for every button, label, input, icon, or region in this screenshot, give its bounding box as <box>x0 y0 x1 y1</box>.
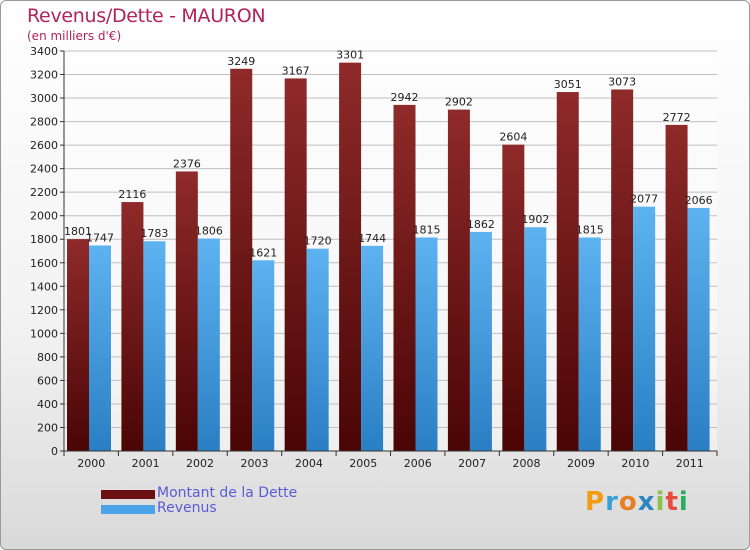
bar-revenus <box>524 227 547 451</box>
data-label: 2902 <box>445 96 473 109</box>
data-label: 1747 <box>86 231 114 244</box>
y-tick-label: 1200 <box>30 304 58 317</box>
chart-subtitle: (en milliers d'€) <box>27 29 122 43</box>
y-tick-label: 200 <box>37 421 58 434</box>
bar-revenus <box>578 237 601 451</box>
x-tick-label: 2000 <box>77 457 105 470</box>
data-label: 3249 <box>227 55 255 68</box>
x-tick-label: 2001 <box>132 457 160 470</box>
logo-letter: i <box>678 487 689 517</box>
logo-letter: t <box>665 487 679 517</box>
y-tick-label: 2800 <box>30 116 58 129</box>
data-label: 1801 <box>64 225 92 238</box>
chart-title: Revenus/Dette - MAURON <box>27 5 266 27</box>
bar-dette <box>556 92 579 451</box>
y-tick-label: 2200 <box>30 186 58 199</box>
bar-revenus <box>361 245 384 451</box>
y-tick-label: 1600 <box>30 257 58 270</box>
bar-revenus <box>415 237 438 451</box>
data-label: 2116 <box>118 188 146 201</box>
bar-revenus <box>252 260 275 451</box>
bar-dette <box>230 68 253 451</box>
bar-revenus <box>633 206 656 451</box>
bar-revenus <box>143 241 166 451</box>
bar-dette <box>284 78 307 451</box>
logo-letter: r <box>605 487 619 517</box>
data-label: 1902 <box>521 213 549 226</box>
data-label: 2604 <box>499 131 527 144</box>
y-tick-label: 2600 <box>30 139 58 152</box>
bar-revenus <box>89 245 111 451</box>
bar-dette <box>175 171 198 451</box>
y-tick-label: 600 <box>37 374 58 387</box>
y-tick-label: 3000 <box>30 92 58 105</box>
bar-dette <box>611 89 634 452</box>
data-label: 2772 <box>663 111 691 124</box>
y-tick-label: 3200 <box>30 69 58 82</box>
proxiti-logo: Proxiti <box>585 487 689 517</box>
bar-dette <box>447 109 470 452</box>
x-tick-label: 2003 <box>240 457 268 470</box>
data-label: 2376 <box>173 157 201 170</box>
legend-swatch-revenus <box>101 505 155 514</box>
data-label: 2077 <box>630 193 658 206</box>
legend-label-revenus: Revenus <box>157 500 217 516</box>
bar-revenus <box>687 207 710 451</box>
data-label: 3051 <box>554 78 582 91</box>
data-label: 3073 <box>608 75 636 88</box>
data-label: 1862 <box>467 218 495 231</box>
logo-letter: o <box>618 487 638 517</box>
data-label: 3301 <box>336 49 364 62</box>
data-label: 1783 <box>140 227 168 240</box>
data-label: 1621 <box>249 246 277 259</box>
y-tick-label: 1000 <box>30 327 58 340</box>
x-tick-label: 2010 <box>621 457 649 470</box>
y-tick-label: 0 <box>51 445 58 458</box>
bar-revenus <box>306 248 329 451</box>
bar-dette <box>502 144 525 451</box>
logo-letter: x <box>637 487 656 517</box>
x-tick-label: 2007 <box>458 457 486 470</box>
y-tick-label: 1800 <box>30 233 58 246</box>
data-label: 1815 <box>576 223 604 236</box>
legend-swatch-debt <box>101 490 155 499</box>
x-tick-label: 2002 <box>186 457 214 470</box>
x-tick-label: 2006 <box>404 457 432 470</box>
y-tick-label: 3400 <box>30 45 58 58</box>
bar-dette <box>393 104 416 451</box>
bar-dette <box>339 62 362 451</box>
logo-letter: i <box>655 487 666 517</box>
bar-dette <box>665 124 688 451</box>
x-tick-label: 2004 <box>295 457 323 470</box>
x-tick-label: 2011 <box>676 457 704 470</box>
y-tick-label: 1400 <box>30 280 58 293</box>
plot-area <box>64 51 717 451</box>
data-label: 1815 <box>413 223 441 236</box>
y-tick-label: 800 <box>37 351 58 364</box>
data-label: 2942 <box>391 91 419 104</box>
y-tick-label: 2400 <box>30 163 58 176</box>
x-tick-label: 2009 <box>567 457 595 470</box>
bar-revenus <box>197 238 220 451</box>
bar-dette <box>67 239 89 451</box>
data-label: 1806 <box>195 225 223 238</box>
data-label: 3167 <box>282 64 310 77</box>
logo-letter: P <box>585 487 606 517</box>
x-tick-label: 2008 <box>513 457 541 470</box>
legend-label-debt: Montant de la Dette <box>157 485 298 501</box>
data-label: 1720 <box>304 235 332 248</box>
bar-dette <box>121 202 144 451</box>
bar-revenus <box>469 231 492 451</box>
data-label: 2066 <box>685 194 713 207</box>
data-label: 1744 <box>358 232 386 245</box>
y-tick-label: 2000 <box>30 210 58 223</box>
y-tick-label: 400 <box>37 398 58 411</box>
x-tick-label: 2005 <box>349 457 377 470</box>
